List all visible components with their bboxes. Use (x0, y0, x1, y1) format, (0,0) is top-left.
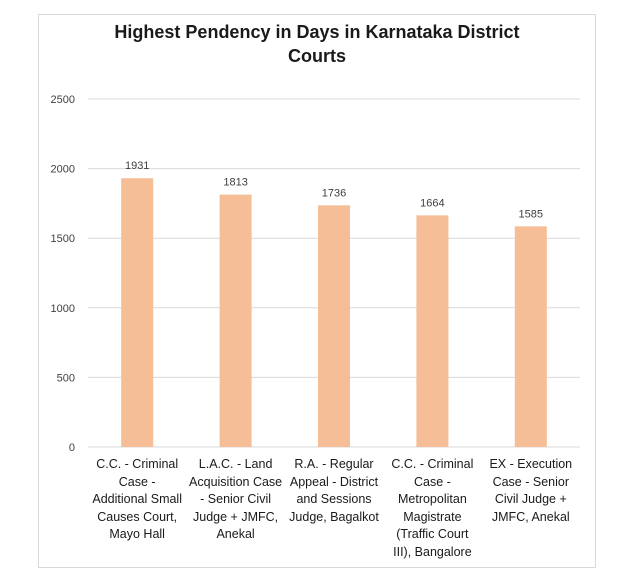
bar (219, 194, 252, 447)
y-tick-label: 1000 (51, 303, 75, 315)
bar (318, 205, 350, 447)
x-tick-label: EX - Execution Case - Senior Civil Judge… (489, 457, 573, 524)
data-label: 1664 (420, 197, 444, 209)
data-label: 1931 (125, 160, 149, 172)
y-tick-label: 2500 (51, 94, 75, 106)
chart-title: Highest Pendency in Days in Karnataka Di… (0, 20, 634, 68)
y-tick-label: 0 (69, 442, 75, 454)
y-tick-label: 500 (57, 372, 75, 384)
x-tick-label: L.A.C. - Land Acquisition Case - Senior … (189, 457, 283, 541)
y-tick-label: 1500 (51, 233, 75, 245)
x-tick-label: C.C. - Criminal Case - Metropolitan Magi… (391, 457, 474, 559)
data-label: 1736 (322, 187, 346, 199)
chart-title-line-2: Courts (288, 46, 346, 66)
chart-title-line-1: Highest Pendency in Days in Karnataka Di… (114, 22, 520, 42)
x-tick-label: C.C. - Criminal Case - Additional Small … (92, 457, 182, 541)
bar (416, 215, 449, 447)
data-label: 1813 (223, 177, 247, 189)
bar (121, 178, 154, 447)
data-label: 1585 (519, 208, 543, 220)
x-tick-label: R.A. - Regular Appeal - District and Ses… (289, 457, 379, 524)
bar (514, 226, 547, 447)
y-tick-label: 2000 (51, 164, 75, 176)
